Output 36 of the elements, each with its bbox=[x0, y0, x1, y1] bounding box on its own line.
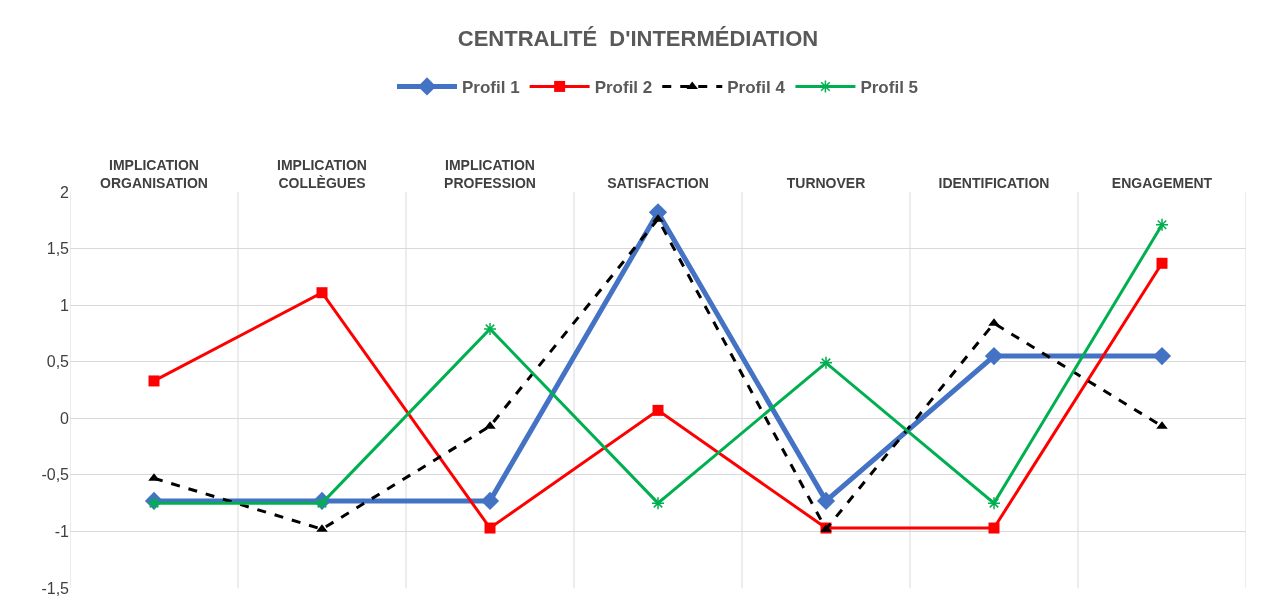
y-tick-label: 1 bbox=[60, 296, 70, 314]
x-tick-label: ENGAGEMENT bbox=[1111, 175, 1213, 192]
legend-label: Profil 4 bbox=[727, 78, 786, 98]
x-tick-label: SATISFACTION bbox=[607, 175, 709, 192]
y-tick-label: 0,5 bbox=[46, 353, 70, 371]
point bbox=[651, 496, 665, 510]
point bbox=[984, 346, 1004, 366]
y-tick-label: -1 bbox=[54, 523, 70, 541]
point bbox=[315, 496, 329, 510]
y-tick-label: -0,5 bbox=[41, 466, 70, 484]
x-tick-label: IMPLICATION PROFESSION bbox=[444, 157, 536, 192]
point bbox=[819, 356, 833, 370]
y-tick-label: 0 bbox=[60, 409, 70, 427]
point bbox=[1156, 257, 1168, 269]
legend-label: Profil 2 bbox=[594, 78, 653, 98]
y-tick-label: -1,5 bbox=[41, 579, 70, 597]
chart-title: CENTRALITÉ D'INTERMÉDIATION bbox=[457, 25, 819, 51]
legend-label: Profil 5 bbox=[860, 78, 919, 98]
point bbox=[988, 522, 1000, 534]
point bbox=[484, 522, 496, 534]
x-tick-label: TURNOVER bbox=[786, 175, 866, 192]
legend-label: Profil 1 bbox=[462, 78, 520, 98]
y-tick-label: 2 bbox=[60, 183, 70, 201]
point bbox=[652, 404, 664, 416]
point bbox=[1155, 218, 1169, 232]
point bbox=[148, 375, 160, 387]
y-tick-label: 1,5 bbox=[46, 240, 70, 258]
point bbox=[483, 322, 497, 336]
point bbox=[1152, 346, 1172, 366]
point bbox=[816, 491, 836, 510]
x-tick-label: IMPLICATION COLLÈGUES bbox=[277, 157, 367, 192]
point bbox=[316, 287, 328, 299]
x-tick-label: IDENTIFICATION bbox=[938, 175, 1050, 192]
x-tick-label: IMPLICATION ORGANISATION bbox=[100, 157, 208, 192]
point bbox=[987, 496, 1001, 510]
point bbox=[480, 491, 500, 510]
